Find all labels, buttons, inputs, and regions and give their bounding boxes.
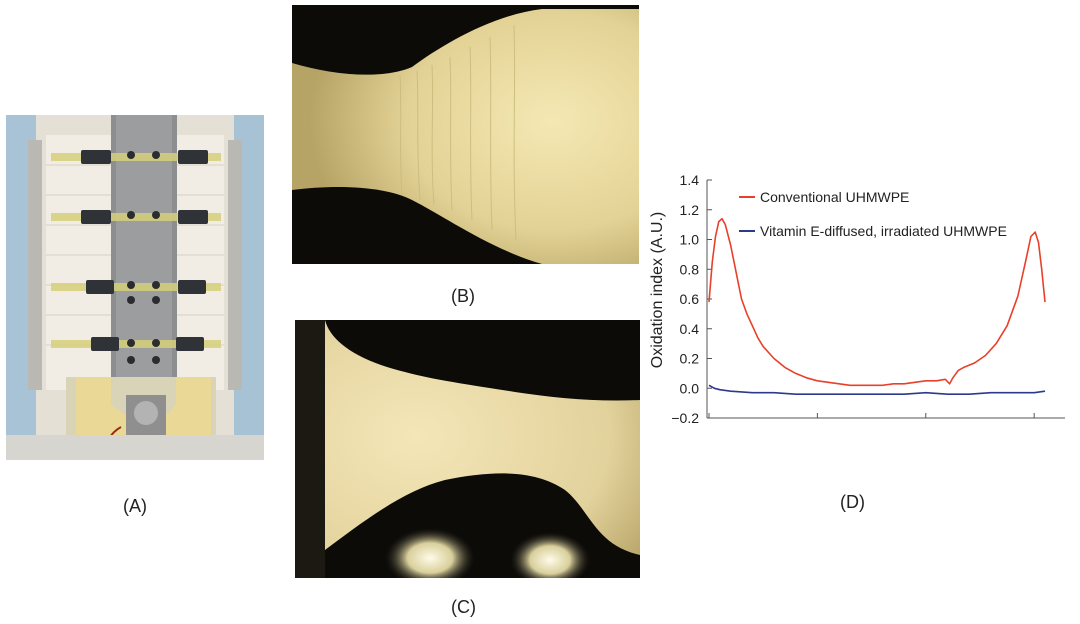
panel-d-label: (D) — [840, 492, 865, 512]
chart-legend: Conventional UHMWPE Vitamin E-diffused, i… — [739, 189, 1007, 239]
y-tick-label: 0.4 — [680, 321, 700, 337]
y-tick-label: 0.2 — [680, 351, 700, 367]
series-line-2 — [708, 384, 1046, 395]
y-tick-label: 1.0 — [680, 232, 700, 248]
panel-a-label: (A) — [123, 496, 147, 516]
panel-b-photo — [292, 5, 639, 264]
y-tick-label: −0.2 — [671, 410, 699, 426]
legend-label-1: Conventional UHMWPE — [760, 189, 909, 205]
panel-c-photo — [295, 320, 640, 578]
oxidation-index-chart: 1.4 1.2 1.0 0.8 0.6 0.4 0.2 0.0 −0.2 Conventiona… — [649, 172, 1065, 426]
y-tick-label: 1.4 — [680, 172, 700, 188]
y-axis-label: Oxidation index (A.U.) — [649, 212, 666, 369]
y-tick-label: 0.6 — [680, 291, 700, 307]
panel-a-photo — [6, 115, 264, 460]
y-tick-label: 0.8 — [680, 261, 700, 277]
panel-b-label: (B) — [451, 286, 475, 306]
y-tick-label: 0.0 — [680, 380, 700, 396]
series-line-1 — [708, 217, 1046, 387]
y-axis-ticks: 1.4 1.2 1.0 0.8 0.6 0.4 0.2 0.0 −0.2 — [671, 172, 712, 426]
y-tick-label: 1.2 — [680, 202, 700, 218]
chart-axes — [706, 180, 1065, 419]
legend-label-2: Vitamin E-diffused, irradiated UHMWPE — [760, 223, 1007, 239]
series-lines — [708, 217, 1046, 395]
intact-specimen-photo — [295, 320, 640, 578]
test-fixture-photo — [6, 115, 264, 460]
x-axis-ticks — [708, 413, 1035, 418]
panel-c-label: (C) — [451, 597, 476, 617]
cracked-specimen-photo — [292, 5, 639, 264]
